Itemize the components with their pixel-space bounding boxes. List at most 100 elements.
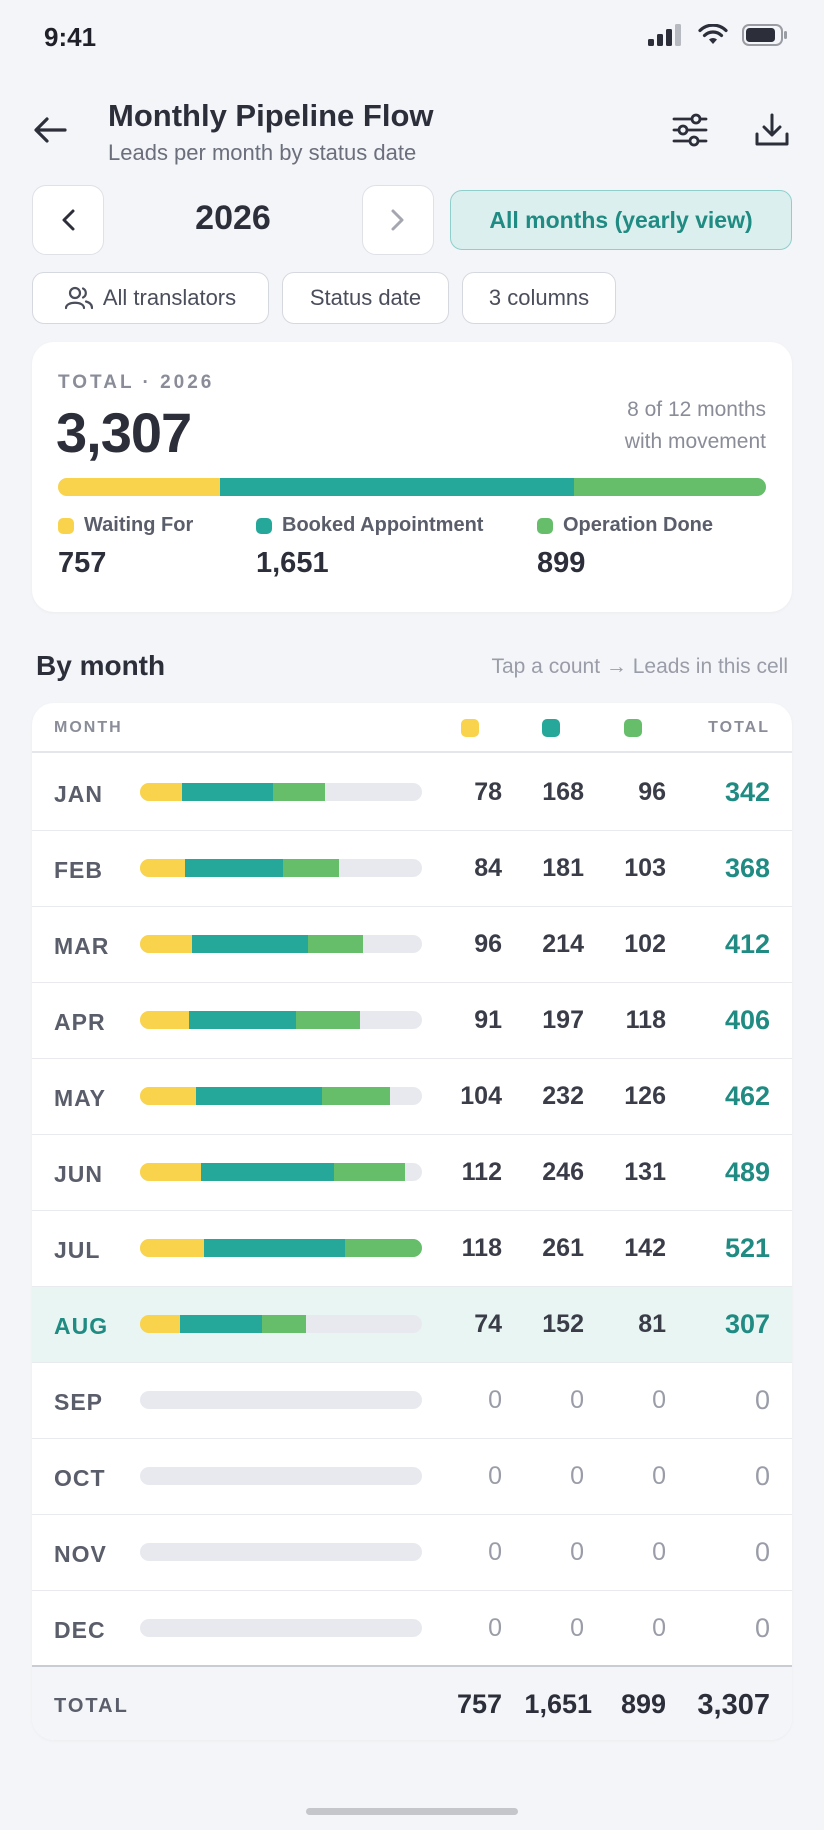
done-count[interactable]: 131	[624, 1158, 666, 1186]
waiting-count[interactable]: 91	[474, 1006, 502, 1034]
table-row[interactable]: OCT 0 0 0 0	[32, 1439, 792, 1515]
filter-button[interactable]	[666, 106, 714, 154]
waiting-segment	[58, 478, 221, 496]
month-stacked-bar	[140, 1619, 422, 1637]
month-stacked-bar	[140, 1467, 422, 1485]
status-icons	[648, 24, 788, 46]
booked-count[interactable]: 232	[542, 1082, 584, 1110]
done-segment	[321, 1087, 391, 1105]
done-count[interactable]: 118	[625, 1006, 666, 1034]
done-segment	[573, 478, 766, 496]
translators-chip[interactable]: All translators	[32, 272, 269, 324]
waiting-segment	[140, 1163, 201, 1181]
booked-segment	[191, 935, 308, 953]
done-count[interactable]: 142	[624, 1234, 666, 1262]
table-row[interactable]: NOV 0 0 0 0	[32, 1515, 792, 1591]
month-total[interactable]: 462	[724, 1081, 770, 1111]
yearly-view-button[interactable]: All months (yearly view)	[450, 190, 792, 250]
date-type-chip-label: Status date	[309, 285, 422, 310]
done-count[interactable]: 96	[638, 778, 666, 806]
month-total[interactable]: 0	[754, 1613, 770, 1643]
columns-chip-label: 3 columns	[488, 285, 590, 310]
waiting-count[interactable]: 0	[488, 1386, 502, 1414]
done-count[interactable]: 102	[624, 930, 666, 958]
waiting-count[interactable]: 96	[474, 930, 502, 958]
booked-count[interactable]: 0	[570, 1538, 584, 1566]
booked-count[interactable]: 168	[542, 778, 584, 806]
table-row[interactable]: FEB 84 181 103 368	[32, 831, 792, 907]
month-total[interactable]: 342	[724, 777, 770, 807]
table-row[interactable]: MAY 104 232 126 462	[32, 1059, 792, 1135]
summary-caption: TOTAL · 2026	[58, 372, 215, 393]
booked-count[interactable]: 197	[542, 1006, 584, 1034]
chevron-left-icon	[62, 209, 75, 231]
month-stacked-bar	[140, 1163, 422, 1181]
booked-count[interactable]: 0	[570, 1386, 584, 1414]
waiting-count[interactable]: 78	[474, 778, 502, 806]
waiting-count[interactable]: 74	[474, 1310, 502, 1338]
header-waiting-dot	[461, 719, 479, 737]
table-row[interactable]: SEP 0 0 0 0	[32, 1363, 792, 1439]
waiting-count[interactable]: 0	[488, 1538, 502, 1566]
month-label: FEB	[54, 857, 103, 883]
month-stacked-bar	[140, 1315, 422, 1333]
download-button[interactable]	[748, 106, 796, 154]
month-total[interactable]: 521	[724, 1233, 770, 1263]
booked-segment	[185, 859, 284, 877]
done-count[interactable]: 0	[652, 1386, 666, 1414]
previous-year-button[interactable]	[32, 185, 104, 255]
waiting-count[interactable]: 112	[461, 1158, 502, 1186]
table-row[interactable]: MAR 96 214 102 412	[32, 907, 792, 983]
table-row[interactable]: JUN 112 246 131 489	[32, 1135, 792, 1211]
table-row[interactable]: APR 91 197 118 406	[32, 983, 792, 1059]
month-total[interactable]: 0	[754, 1461, 770, 1491]
done-count[interactable]: 0	[652, 1462, 666, 1490]
waiting-count[interactable]: 0	[488, 1614, 502, 1642]
back-button[interactable]	[30, 110, 70, 150]
month-total[interactable]: 0	[754, 1385, 770, 1415]
booked-count[interactable]: 0	[570, 1614, 584, 1642]
waiting-count[interactable]: 118	[461, 1234, 502, 1262]
month-total[interactable]: 307	[724, 1309, 770, 1339]
summary-total: 3,307	[56, 401, 192, 464]
done-count[interactable]: 0	[652, 1538, 666, 1566]
booked-count[interactable]: 246	[542, 1158, 584, 1186]
legend-waiting-label: Waiting For	[84, 514, 194, 536]
done-count[interactable]: 0	[652, 1614, 666, 1642]
table-row[interactable]: JUL 118 261 142 521	[32, 1211, 792, 1287]
table-row[interactable]: JAN 78 168 96 342	[32, 755, 792, 831]
month-stacked-bar	[140, 1087, 422, 1105]
table-row[interactable]: AUG 74 152 81 307	[32, 1287, 792, 1363]
next-year-button[interactable]	[362, 185, 434, 255]
month-total[interactable]: 412	[724, 929, 770, 959]
booked-count[interactable]: 0	[570, 1462, 584, 1490]
done-count[interactable]: 81	[638, 1310, 666, 1338]
month-total[interactable]: 406	[724, 1005, 770, 1035]
booked-segment	[203, 1239, 346, 1257]
month-label: SEP	[54, 1389, 104, 1415]
booked-count[interactable]: 152	[542, 1310, 584, 1338]
table-row[interactable]: DEC 0 0 0 0	[32, 1591, 792, 1667]
page-subtitle: Leads per month by status date	[108, 140, 417, 165]
waiting-count[interactable]: 84	[474, 854, 502, 882]
page-title: Monthly Pipeline Flow	[108, 98, 434, 133]
waiting-segment	[140, 859, 186, 877]
month-label: OCT	[54, 1465, 106, 1491]
month-total[interactable]: 489	[724, 1157, 770, 1187]
months-line-2: with movement	[624, 430, 766, 453]
waiting-segment	[140, 1239, 204, 1257]
waiting-count[interactable]: 104	[460, 1082, 502, 1110]
date-type-chip[interactable]: Status date	[282, 272, 449, 324]
booked-count[interactable]: 214	[542, 930, 584, 958]
waiting-count[interactable]: 0	[488, 1462, 502, 1490]
columns-chip[interactable]: 3 columns	[462, 272, 616, 324]
done-count[interactable]: 103	[624, 854, 666, 882]
booked-count[interactable]: 261	[542, 1234, 584, 1262]
booked-count[interactable]: 181	[542, 854, 584, 882]
done-count[interactable]: 126	[624, 1082, 666, 1110]
table-footer: TOTAL 757 1,651 899 3,307	[32, 1665, 792, 1740]
month-total[interactable]: 0	[754, 1537, 770, 1567]
months-line-1: 8 of 12 months	[627, 398, 766, 421]
legend-booked-label: Booked Appointment	[282, 514, 484, 536]
month-total[interactable]: 368	[724, 853, 770, 883]
